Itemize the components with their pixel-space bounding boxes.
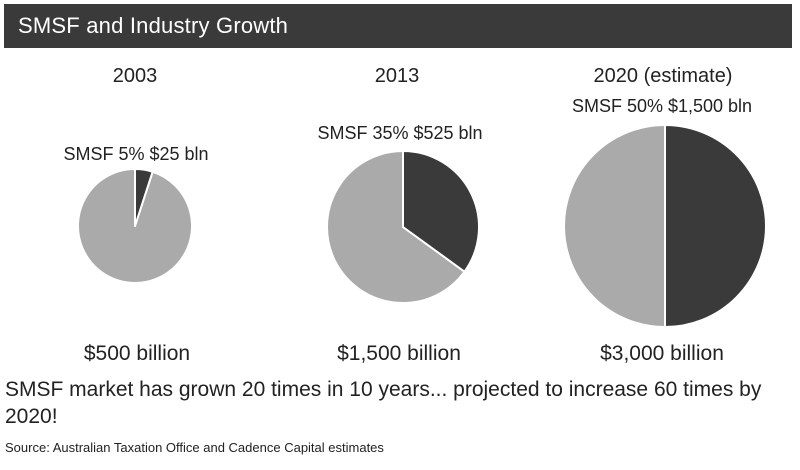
pie-rest-slice bbox=[563, 124, 666, 328]
chart-title: SMSF and Industry Growth bbox=[18, 13, 289, 38]
pie-total-label: $3,000 billion bbox=[600, 342, 724, 365]
pie-slice-label: SMSF 50% $1,500 bln bbox=[572, 96, 752, 116]
pie-total-label: $1,500 billion bbox=[337, 342, 461, 365]
pie-total-label: $500 billion bbox=[84, 342, 190, 365]
pie-rest-slice bbox=[326, 150, 466, 304]
pie-year-label: 2020 (estimate) bbox=[594, 65, 733, 87]
source-note: Source: Australian Taxation Office and C… bbox=[5, 440, 384, 455]
pie-smsf-slice bbox=[134, 168, 154, 227]
pie-smsf-slice bbox=[402, 150, 480, 273]
pie-slice-label: SMSF 5% $25 bln bbox=[63, 144, 208, 164]
pie-year-label: 2013 bbox=[375, 65, 420, 87]
pie-slice-label: SMSF 35% $525 bln bbox=[317, 123, 482, 143]
summary-text: SMSF market has grown 20 times in 10 yea… bbox=[5, 378, 762, 428]
title-bar: SMSF and Industry Growth bbox=[4, 4, 792, 48]
pie-smsf-slice bbox=[664, 124, 767, 328]
pie-year-label: 2003 bbox=[113, 65, 158, 87]
